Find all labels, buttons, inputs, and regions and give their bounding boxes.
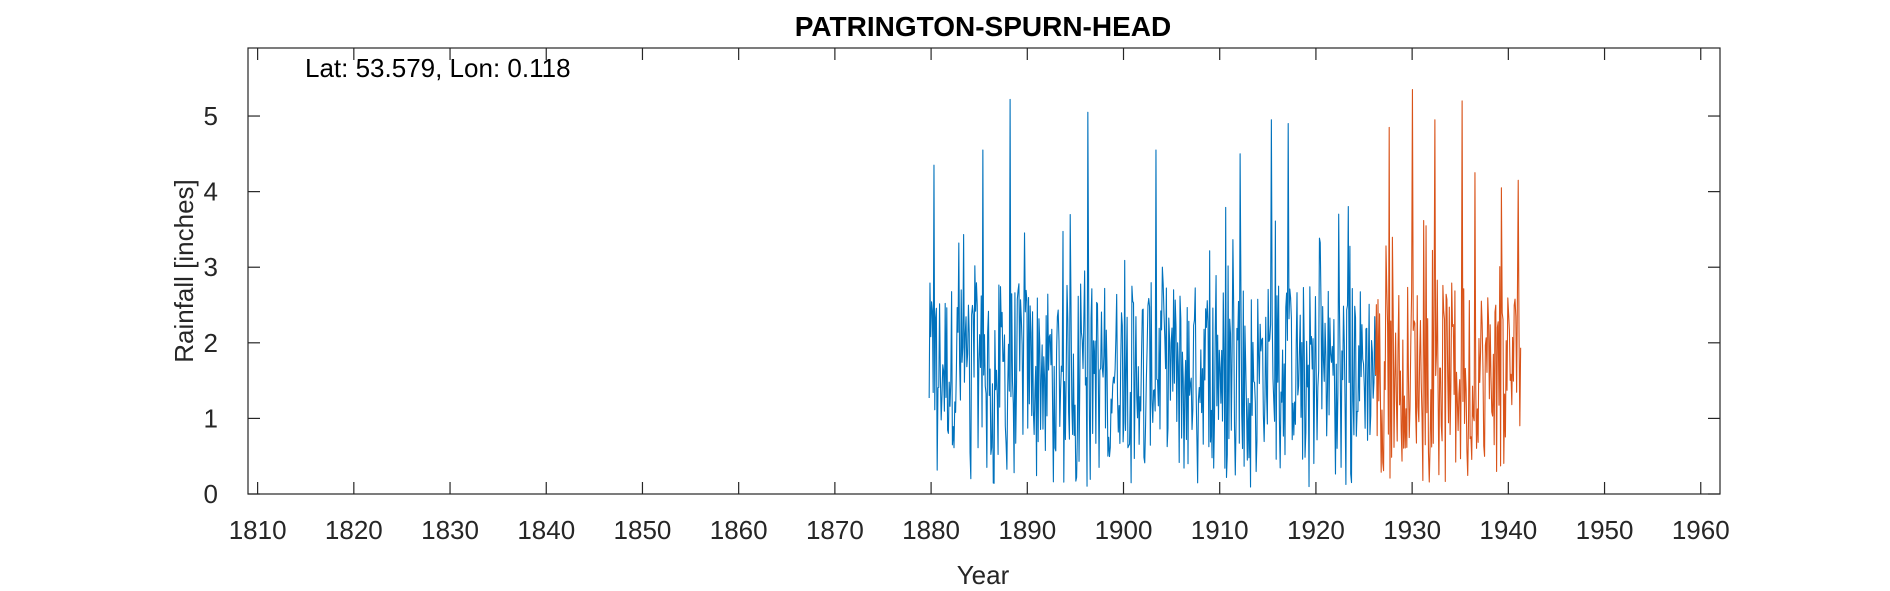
- chart-title: PATRINGTON-SPURN-HEAD: [795, 11, 1171, 42]
- x-tick-label: 1810: [229, 515, 287, 545]
- x-tick-label: 1960: [1672, 515, 1730, 545]
- y-tick-label: 5: [204, 101, 218, 131]
- station-annotation: Lat: 53.579, Lon: 0.118: [305, 53, 571, 83]
- y-tick-label: 4: [204, 177, 218, 207]
- plot-area: [248, 48, 1720, 494]
- series-line-orange: [1375, 89, 1522, 483]
- x-tick-label: 1820: [325, 515, 383, 545]
- series-line-blue: [928, 98, 1377, 488]
- x-tick-label: 1900: [1095, 515, 1153, 545]
- x-tick-label: 1910: [1191, 515, 1249, 545]
- x-tick-label: 1840: [517, 515, 575, 545]
- y-axis: 0 1 2 3 4 5: [204, 101, 1720, 509]
- y-tick-label: 3: [204, 252, 218, 282]
- x-tick-label: 1870: [806, 515, 864, 545]
- y-tick-label: 1: [204, 403, 218, 433]
- y-tick-label: 2: [204, 328, 218, 358]
- x-tick-label: 1850: [614, 515, 672, 545]
- y-tick-label: 0: [204, 479, 218, 509]
- x-tick-label: 1950: [1576, 515, 1634, 545]
- x-tick-label: 1940: [1479, 515, 1537, 545]
- x-tick-label: 1860: [710, 515, 768, 545]
- x-tick-label: 1930: [1383, 515, 1441, 545]
- x-tick-label: 1830: [421, 515, 479, 545]
- x-tick-label: 1890: [998, 515, 1056, 545]
- y-axis-label: Rainfall [inches]: [169, 179, 199, 363]
- x-tick-label: 1920: [1287, 515, 1345, 545]
- x-axis: 1810 1820 1830 1840 1850 1860 1870 1880 1890 1900…: [229, 48, 1730, 545]
- series-layer: [928, 89, 1522, 488]
- x-tick-label: 1880: [902, 515, 960, 545]
- x-axis-label: Year: [957, 560, 1010, 590]
- axes-box: [247, 47, 1721, 495]
